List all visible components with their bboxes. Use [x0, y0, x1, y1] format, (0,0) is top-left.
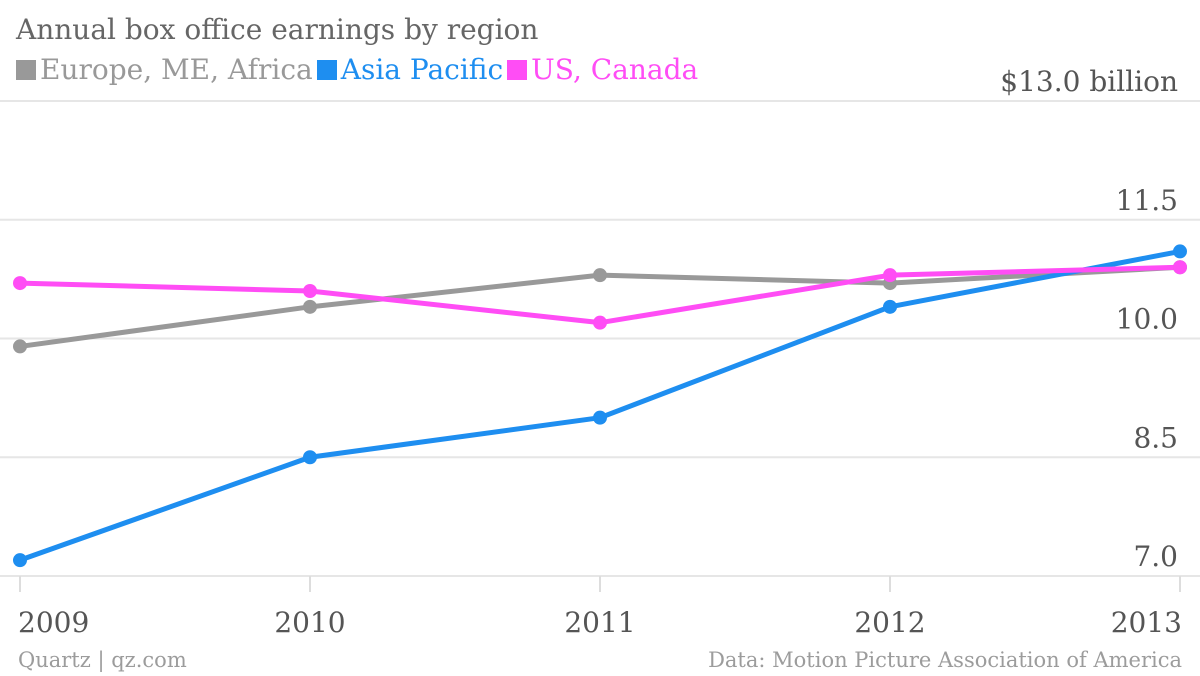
data-point-asia-pacific [303, 450, 317, 465]
legend-item-asia-pacific: Asia Pacific [316, 52, 504, 88]
y-tick-label: 8.5 [1133, 421, 1178, 454]
data-point-asia-pacific [1173, 244, 1187, 259]
x-tick-label: 2010 [274, 606, 345, 639]
data-point-asia-pacific [883, 299, 897, 314]
series-points [13, 244, 1187, 568]
legend-label-europe: Europe, ME, Africa [40, 53, 313, 86]
chart-title: Annual box office earnings by region [16, 13, 539, 46]
data-point-europe [593, 268, 607, 283]
legend-item-us-canada: US, Canada [507, 52, 698, 88]
data-point-europe [303, 299, 317, 314]
series-line-asia-pacific [17, 248, 1183, 563]
data-point-asia-pacific [13, 553, 27, 568]
data-point-us-canada [593, 315, 607, 330]
legend-swatch-us-canada [507, 60, 528, 80]
y-tick-label: 7.0 [1133, 540, 1178, 573]
x-tick-label: 2013 [1111, 606, 1182, 639]
x-tick-marks [19, 576, 1181, 592]
x-tick-label: 2009 [18, 606, 89, 639]
legend-swatch-asia-pacific [316, 60, 337, 80]
data-point-asia-pacific [593, 410, 607, 425]
legend-label-us-canada: US, Canada [531, 53, 699, 86]
data-point-us-canada [303, 284, 317, 298]
legend-label-asia-pacific: Asia Pacific [340, 53, 504, 86]
legend-item-europe: Europe, ME, Africa [16, 52, 313, 88]
source-credit: Quartz | qz.com [18, 648, 187, 672]
y-tick-label: 11.5 [1116, 184, 1178, 217]
y-tick-label: $13.0 billion [1000, 65, 1178, 98]
x-tick-labels: 2009 2010 2011 2012 2013 [18, 606, 1182, 639]
data-point-us-canada [13, 276, 27, 291]
y-tick-label: 10.0 [1116, 303, 1178, 336]
x-tick-label: 2012 [854, 606, 925, 639]
data-point-us-canada [1173, 260, 1187, 275]
legend-swatch-europe [16, 60, 36, 80]
data-point-europe [13, 339, 27, 354]
data-point-us-canada [883, 268, 897, 283]
legend: Europe, ME, Africa Asia Pacific US, Cana… [16, 52, 698, 88]
series-lines [17, 248, 1183, 563]
x-tick-label: 2011 [564, 606, 635, 639]
data-source: Data: Motion Picture Association of Amer… [708, 648, 1182, 672]
y-tick-labels: $13.0 billion 11.5 10.0 8.5 7.0 [1000, 65, 1178, 573]
